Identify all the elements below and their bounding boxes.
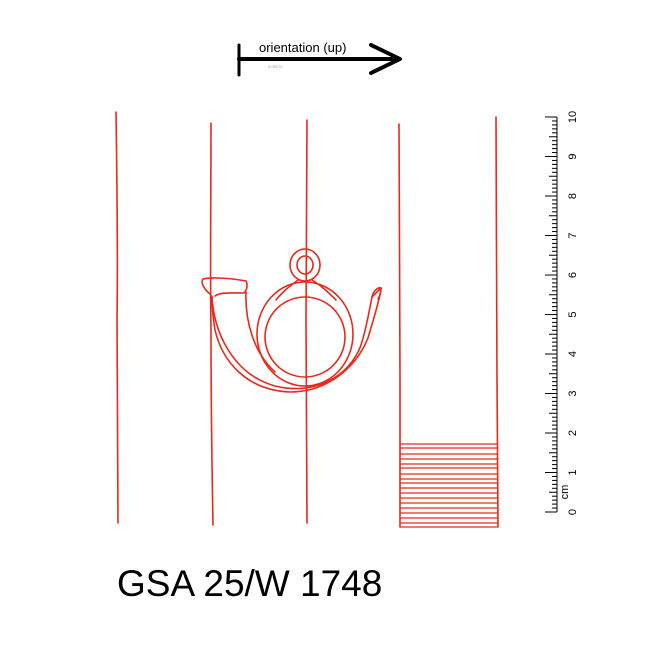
scale-labels: 0 1 2 3 4 5 6 7 8 9 10 <box>567 111 579 515</box>
orientation-arrow <box>237 43 402 77</box>
orientation-label: orientation (up) <box>259 40 347 55</box>
scale-label: 7 <box>567 232 579 238</box>
cm-scale-ruler: 0 1 2 3 4 5 6 7 8 9 10 cm <box>545 111 579 515</box>
posthorn-watermark <box>201 248 382 393</box>
chain-line-3 <box>305 119 308 524</box>
posthorn-bell <box>371 287 382 300</box>
chain-line-1 <box>115 111 119 524</box>
posthorn-top-loop-inner <box>296 255 314 275</box>
orientation-arrow-head <box>369 43 402 75</box>
scale-label: 1 <box>567 469 579 475</box>
scale-label: 9 <box>567 153 579 159</box>
scale-unit-label: cm <box>559 485 571 500</box>
posthorn-top-loop-outer <box>289 248 321 282</box>
posthorn-ring-inner <box>264 296 346 378</box>
posthorn-mouthpiece <box>201 277 248 297</box>
posthorn-ring-outer <box>256 281 354 387</box>
scale-label: 10 <box>567 111 579 123</box>
scale-label: 6 <box>567 272 579 278</box>
scale-label: 8 <box>567 193 579 199</box>
posthorn-body-inner <box>245 291 276 373</box>
scale-ticks <box>545 116 557 513</box>
laid-lines-block <box>399 443 499 528</box>
posthorn-loop-link <box>275 279 299 301</box>
scale-label: 3 <box>567 390 579 396</box>
chain-lines <box>115 111 499 528</box>
chain-line-5 <box>495 116 499 528</box>
posthorn-body-outer <box>211 287 382 393</box>
chain-line-2 <box>209 122 214 526</box>
scale-label: 4 <box>567 351 579 357</box>
chain-line-4 <box>398 123 401 528</box>
scale-label: 5 <box>567 311 579 317</box>
orientation-stamp: 0.09072 <box>268 64 283 69</box>
catalog-id: GSA 25/W 1748 <box>117 563 383 604</box>
scale-label: 2 <box>567 430 579 436</box>
scale-label: 0 <box>567 509 579 515</box>
posthorn-loop-link-2 <box>311 279 337 301</box>
